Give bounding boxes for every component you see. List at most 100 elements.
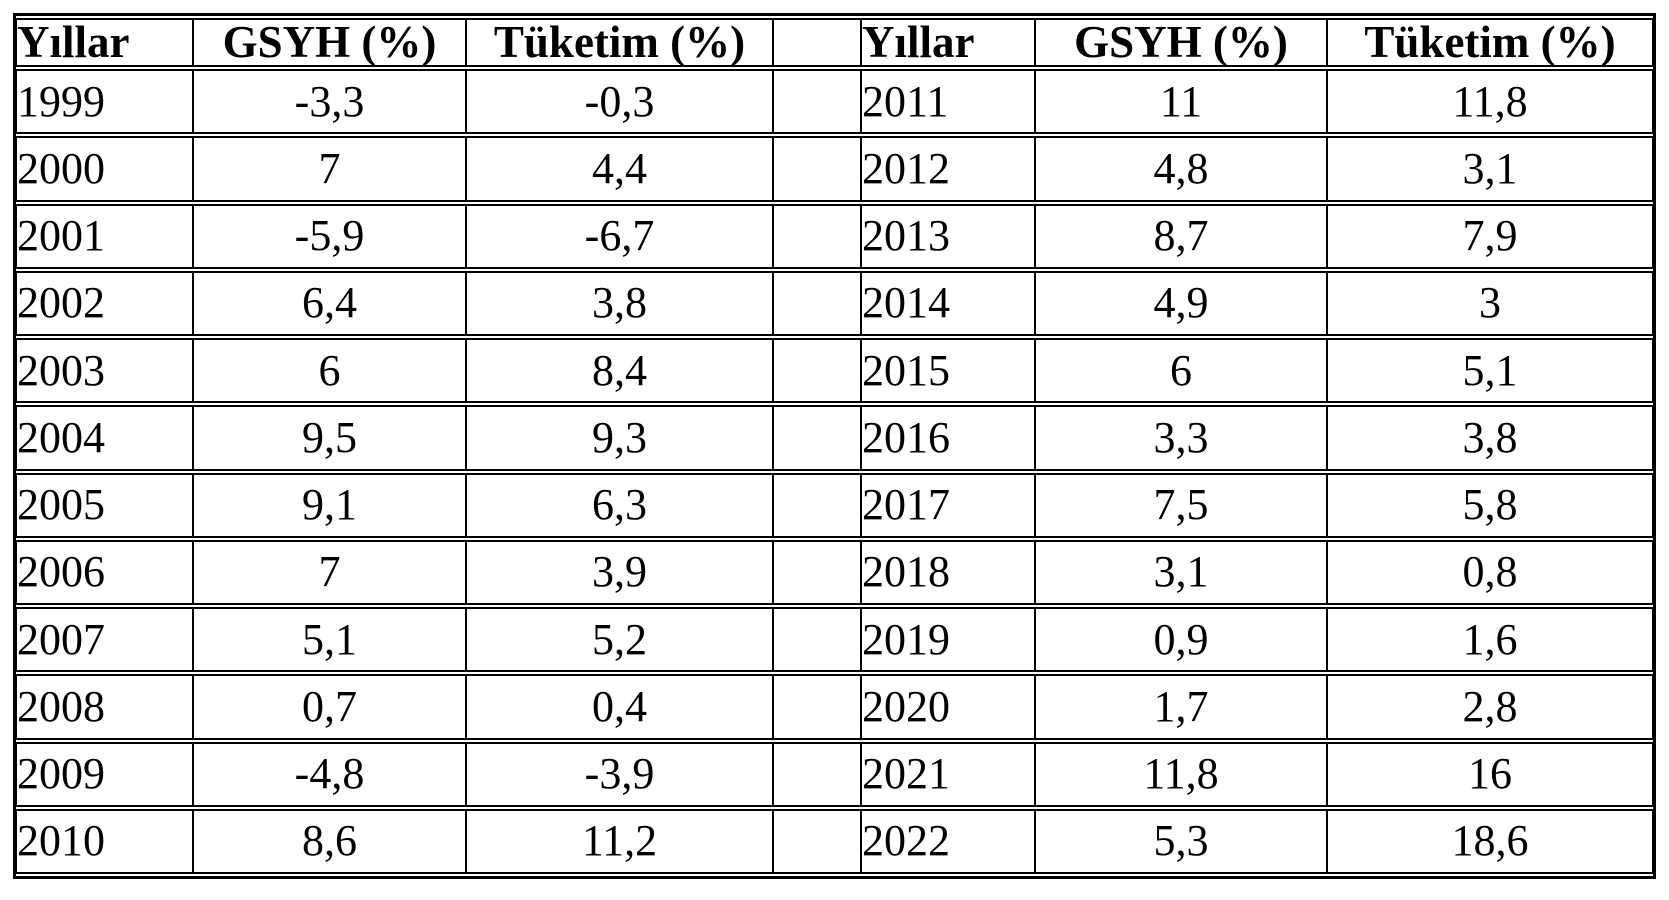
year-cell: 2015 [861,338,1035,404]
value-cell: 5,8 [1327,472,1653,538]
year-cell: 2000 [16,136,193,202]
table-row: 2003 6 8,4 2015 6 5,1 [16,338,1653,404]
value-cell: 5,2 [466,607,773,673]
header-cell-tuketim-column-left: Tüketim (%) [466,18,773,67]
value-cell: 1,7 [1035,674,1327,740]
table-row: 2007 5,1 5,2 2019 0,9 1,6 [16,607,1653,673]
value-cell: 3 [1327,270,1653,336]
table-row: 2010 8,6 11,2 2022 5,3 18,6 [16,808,1653,874]
header-cell-years-column-right: Yıllar [861,18,1035,67]
value-cell: 4,8 [1035,136,1327,202]
value-cell: 3,8 [466,270,773,336]
value-cell: 11,2 [466,808,773,874]
value-cell: 8,4 [466,338,773,404]
spacer-cell [773,203,861,269]
value-cell: 4,9 [1035,270,1327,336]
year-cell: 2007 [16,607,193,673]
value-cell: 7 [193,539,466,605]
header-row: Yıllar GSYH (%) Tüketim (%) Yıllar GSYH (%) T… [16,18,1653,67]
year-cell: 2013 [861,203,1035,269]
value-cell: 2,8 [1327,674,1653,740]
header-cell-years-column-left: Yıllar [16,18,193,67]
table-row: 2002 6,4 3,8 2014 4,9 3 [16,270,1653,336]
value-cell: 5,3 [1035,808,1327,874]
spacer-header-cell [773,18,861,67]
year-cell: 2003 [16,338,193,404]
value-cell: -3,3 [193,69,466,135]
year-cell: 2010 [16,808,193,874]
value-cell: 7,9 [1327,203,1653,269]
value-cell: 0,8 [1327,539,1653,605]
value-cell: 6,3 [466,472,773,538]
value-cell: 7,5 [1035,472,1327,538]
table-row: 1999 -3,3 -0,3 2011 11 11,8 [16,69,1653,135]
year-cell: 2011 [861,69,1035,135]
value-cell: 5,1 [1327,338,1653,404]
year-cell: 2016 [861,405,1035,471]
year-cell: 2014 [861,270,1035,336]
year-cell: 2022 [861,808,1035,874]
value-cell: 3,8 [1327,405,1653,471]
table-row: 2009 -4,8 -3,9 2021 11,8 16 [16,741,1653,807]
spacer-cell [773,674,861,740]
table-row: 2008 0,7 0,4 2020 1,7 2,8 [16,674,1653,740]
year-cell: 2002 [16,270,193,336]
year-cell: 2008 [16,674,193,740]
header-cell-gsyh-column-left: GSYH (%) [193,18,466,67]
value-cell: 5,1 [193,607,466,673]
value-cell: 4,4 [466,136,773,202]
spacer-cell [773,136,861,202]
value-cell: 3,9 [466,539,773,605]
table-row: 2006 7 3,9 2018 3,1 0,8 [16,539,1653,605]
value-cell: 9,5 [193,405,466,471]
value-cell: 18,6 [1327,808,1653,874]
value-cell: 8,6 [193,808,466,874]
value-cell: 11,8 [1327,69,1653,135]
value-cell: -0,3 [466,69,773,135]
year-cell: 2004 [16,405,193,471]
year-cell: 2017 [861,472,1035,538]
value-cell: 9,3 [466,405,773,471]
spacer-cell [773,539,861,605]
value-cell: 16 [1327,741,1653,807]
value-cell: 6,4 [193,270,466,336]
year-cell: 2012 [861,136,1035,202]
year-cell: 2001 [16,203,193,269]
year-cell: 1999 [16,69,193,135]
year-cell: 2018 [861,539,1035,605]
spacer-cell [773,338,861,404]
value-cell: 6 [193,338,466,404]
value-cell: 3,3 [1035,405,1327,471]
table-row: 2004 9,5 9,3 2016 3,3 3,8 [16,405,1653,471]
value-cell: -5,9 [193,203,466,269]
spacer-cell [773,472,861,538]
table-row: 2001 -5,9 -6,7 2013 8,7 7,9 [16,203,1653,269]
spacer-cell [773,741,861,807]
value-cell: -3,9 [466,741,773,807]
header-cell-tuketim-column-right: Tüketim (%) [1327,18,1653,67]
value-cell: 3,1 [1327,136,1653,202]
value-cell: 6 [1035,338,1327,404]
header-cell-gsyh-column-right: GSYH (%) [1035,18,1327,67]
value-cell: -4,8 [193,741,466,807]
spacer-cell [773,69,861,135]
spacer-cell [773,808,861,874]
year-cell: 2009 [16,741,193,807]
spacer-cell [773,405,861,471]
value-cell: 0,7 [193,674,466,740]
value-cell: 11 [1035,69,1327,135]
year-cell: 2005 [16,472,193,538]
value-cell: 1,6 [1327,607,1653,673]
value-cell: 8,7 [1035,203,1327,269]
year-cell: 2020 [861,674,1035,740]
spacer-cell [773,607,861,673]
value-cell: 9,1 [193,472,466,538]
value-cell: 3,1 [1035,539,1327,605]
value-cell: 0,4 [466,674,773,740]
value-cell: 11,8 [1035,741,1327,807]
table-row: 2005 9,1 6,3 2017 7,5 5,8 [16,472,1653,538]
year-cell: 2006 [16,539,193,605]
value-cell: 0,9 [1035,607,1327,673]
gdp-consumption-table: Yıllar GSYH (%) Tüketim (%) Yıllar GSYH (%) T… [13,13,1656,879]
